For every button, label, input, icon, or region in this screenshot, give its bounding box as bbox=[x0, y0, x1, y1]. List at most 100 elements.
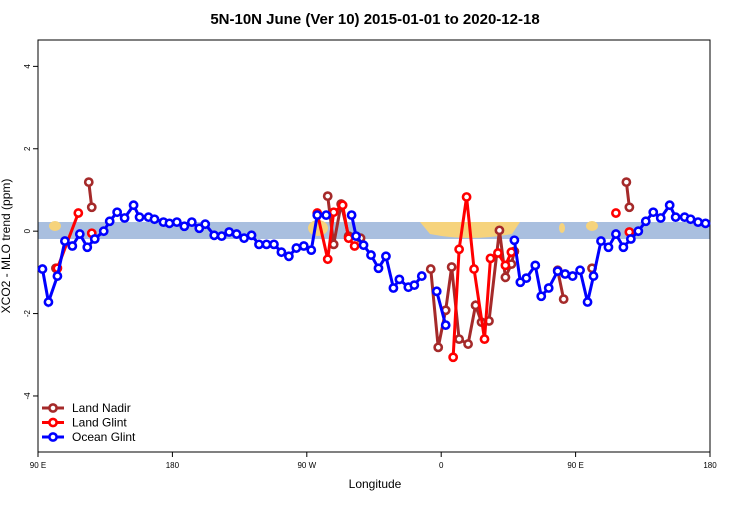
data-point bbox=[625, 234, 636, 244]
data-point bbox=[624, 202, 635, 213]
x-tick-label: 90 E bbox=[30, 461, 46, 470]
data-point bbox=[346, 210, 357, 220]
data-point bbox=[37, 264, 48, 274]
data-point bbox=[224, 227, 235, 237]
data-point bbox=[366, 250, 376, 260]
data-point bbox=[670, 212, 681, 223]
data-point bbox=[254, 239, 264, 250]
data-point bbox=[337, 200, 348, 211]
data-point bbox=[446, 262, 457, 272]
data-point bbox=[494, 225, 505, 236]
data-point bbox=[588, 271, 599, 281]
data-point bbox=[200, 219, 211, 230]
data-point bbox=[149, 214, 160, 225]
surface-band bbox=[38, 222, 710, 239]
data-point bbox=[618, 242, 629, 253]
data-point bbox=[351, 231, 361, 242]
y-tick-label: 4 bbox=[23, 64, 32, 69]
data-point bbox=[603, 242, 614, 253]
data-point bbox=[388, 283, 399, 293]
chart-title: 5N-10N June (Ver 10) 2015-01-01 to 2020-… bbox=[210, 11, 539, 28]
data-point bbox=[416, 271, 427, 281]
y-tick-label: -2 bbox=[23, 309, 32, 317]
data-point bbox=[425, 264, 436, 274]
data-point bbox=[83, 177, 94, 188]
data-point bbox=[485, 253, 496, 264]
data-point bbox=[322, 254, 333, 265]
data-point bbox=[86, 202, 97, 213]
data-point bbox=[358, 240, 369, 251]
data-point bbox=[112, 207, 123, 218]
data-point bbox=[543, 283, 554, 293]
data-point bbox=[209, 230, 220, 241]
x-tick-label: 180 bbox=[166, 461, 180, 470]
data-point bbox=[119, 213, 130, 223]
data-point bbox=[59, 236, 70, 246]
data-point bbox=[283, 251, 294, 262]
data-point bbox=[448, 352, 459, 363]
legend-marker bbox=[48, 432, 58, 442]
data-point bbox=[312, 210, 323, 220]
data-point bbox=[582, 297, 593, 307]
data-point bbox=[343, 233, 354, 244]
data-point bbox=[67, 241, 78, 251]
data-point bbox=[648, 207, 659, 218]
data-point bbox=[186, 217, 197, 228]
data-point bbox=[463, 339, 473, 349]
data-point bbox=[433, 342, 444, 353]
data-point bbox=[664, 200, 675, 211]
data-point bbox=[322, 191, 333, 202]
legend-label: Land Glint bbox=[72, 416, 127, 430]
data-point bbox=[440, 320, 451, 331]
data-point bbox=[621, 177, 632, 188]
data-point bbox=[73, 208, 84, 218]
data-point bbox=[500, 272, 511, 283]
data-point bbox=[567, 271, 578, 281]
data-point bbox=[321, 210, 332, 220]
data-point bbox=[373, 263, 384, 274]
y-axis-label: XCO2 - MLO trend (ppm) bbox=[0, 179, 13, 314]
data-point bbox=[685, 214, 696, 225]
data-point bbox=[298, 241, 309, 251]
x-tick-label: 0 bbox=[439, 461, 444, 470]
y-tick-label: -4 bbox=[23, 392, 32, 400]
data-point bbox=[89, 234, 100, 244]
data-point bbox=[461, 192, 472, 202]
x-tick-label: 90 E bbox=[567, 461, 583, 470]
data-point bbox=[493, 248, 503, 258]
data-point bbox=[74, 229, 85, 239]
x-tick-label: 90 W bbox=[297, 461, 316, 470]
data-point bbox=[409, 280, 420, 291]
data-point bbox=[104, 216, 115, 227]
data-point bbox=[431, 286, 442, 297]
series-line bbox=[87, 181, 631, 348]
data-point bbox=[164, 218, 175, 229]
data-point bbox=[693, 217, 703, 228]
data-point bbox=[454, 334, 465, 345]
data-point bbox=[611, 229, 621, 239]
data-point bbox=[269, 239, 279, 250]
data-point bbox=[349, 241, 360, 251]
data-point bbox=[43, 297, 54, 307]
data-point bbox=[381, 251, 391, 262]
data-point bbox=[596, 236, 606, 246]
data-point bbox=[552, 266, 563, 277]
data-point bbox=[560, 269, 571, 279]
data-point bbox=[52, 271, 63, 281]
data-point bbox=[291, 243, 302, 253]
x-tick-label: 180 bbox=[703, 461, 717, 470]
data-point bbox=[246, 230, 257, 241]
x-axis-label: Longitude bbox=[349, 477, 402, 491]
data-point bbox=[530, 260, 541, 271]
data-point bbox=[276, 247, 287, 258]
data-point bbox=[479, 334, 490, 345]
data-point bbox=[469, 264, 479, 274]
data-point bbox=[328, 239, 339, 250]
data-point bbox=[239, 233, 249, 244]
legend-label: Ocean Glint bbox=[72, 430, 136, 444]
legend-marker bbox=[48, 417, 58, 428]
data-point bbox=[306, 245, 317, 256]
data-point bbox=[575, 265, 585, 276]
data-point bbox=[98, 226, 109, 237]
